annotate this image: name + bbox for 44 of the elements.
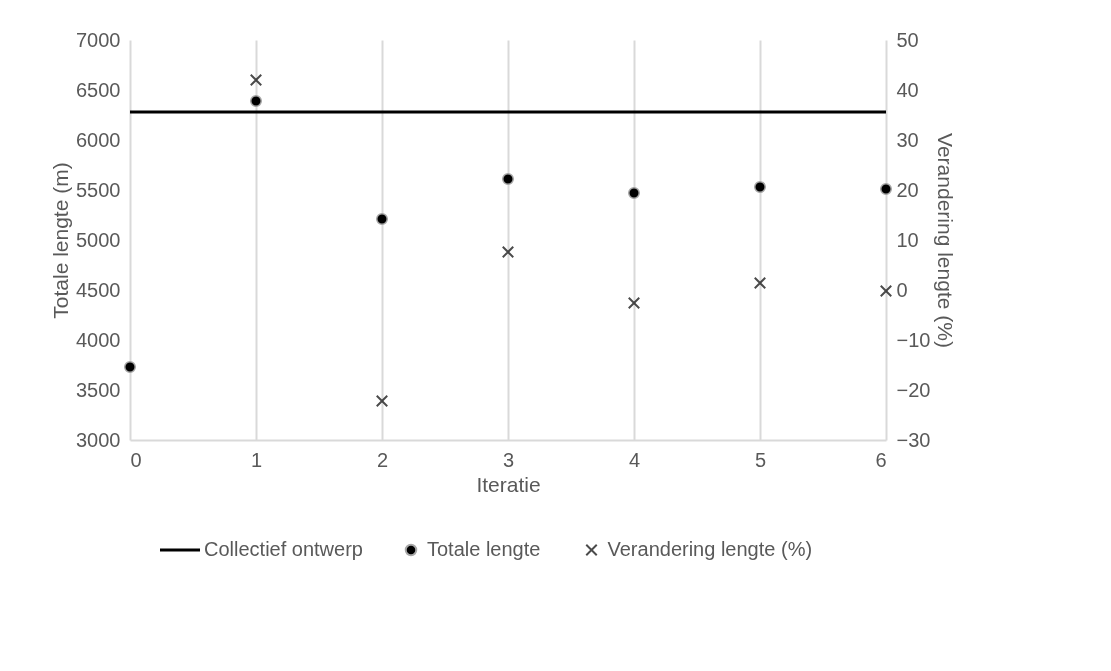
x-tick-label: 4 xyxy=(628,448,641,471)
point xyxy=(502,173,514,185)
y2-tick-label: −10 xyxy=(896,328,931,351)
x-tick-label: 3 xyxy=(502,448,515,471)
point xyxy=(249,73,263,87)
x-tick-label: 1 xyxy=(250,448,263,471)
point xyxy=(753,276,767,290)
y-tick-label: 5500 xyxy=(76,178,121,201)
y2-tick-label: −20 xyxy=(896,378,931,401)
x-tick-label: 5 xyxy=(754,448,767,471)
y-tick-label: 4500 xyxy=(76,278,121,301)
point xyxy=(250,95,262,107)
legend-label: Collectief ontwerp xyxy=(204,538,363,560)
point xyxy=(754,181,766,193)
x-tick-label: 2 xyxy=(376,448,389,471)
y-tick-label: 5000 xyxy=(76,228,121,251)
y2-tick-label: 10 xyxy=(896,228,919,251)
y2-tick-label: −30 xyxy=(896,428,931,451)
x-axis-title: Iteratie xyxy=(476,472,541,496)
point xyxy=(880,183,892,195)
point xyxy=(375,394,389,408)
legend-label: Verandering lengte (%) xyxy=(607,538,813,560)
point xyxy=(879,284,893,298)
y-tick-label: 4000 xyxy=(76,328,121,351)
y2-tick-label: 50 xyxy=(896,28,919,51)
y-tick-label: 7000 xyxy=(76,28,121,51)
x-tick-label: 0 xyxy=(130,448,142,471)
x-tick-label: 6 xyxy=(875,448,887,471)
point xyxy=(501,245,515,259)
y-tick-label: 6000 xyxy=(76,128,121,151)
y2-tick-label: 40 xyxy=(896,78,919,101)
legend-label: Totale lengte xyxy=(427,538,541,560)
y-tick-label: 6500 xyxy=(76,78,121,101)
point xyxy=(124,361,136,373)
y-axis-title: Totale lengte (m) xyxy=(49,162,73,319)
y-tick-label: 3000 xyxy=(76,428,121,451)
y2-tick-label: 0 xyxy=(896,278,908,301)
y2-tick-label: 20 xyxy=(896,178,919,201)
point xyxy=(627,296,641,310)
point xyxy=(376,213,388,225)
y2-axis-title: Verandering lengte (%) xyxy=(934,133,958,348)
y-tick-label: 3500 xyxy=(76,378,121,401)
point xyxy=(628,187,640,199)
y2-tick-label: 30 xyxy=(896,128,919,151)
